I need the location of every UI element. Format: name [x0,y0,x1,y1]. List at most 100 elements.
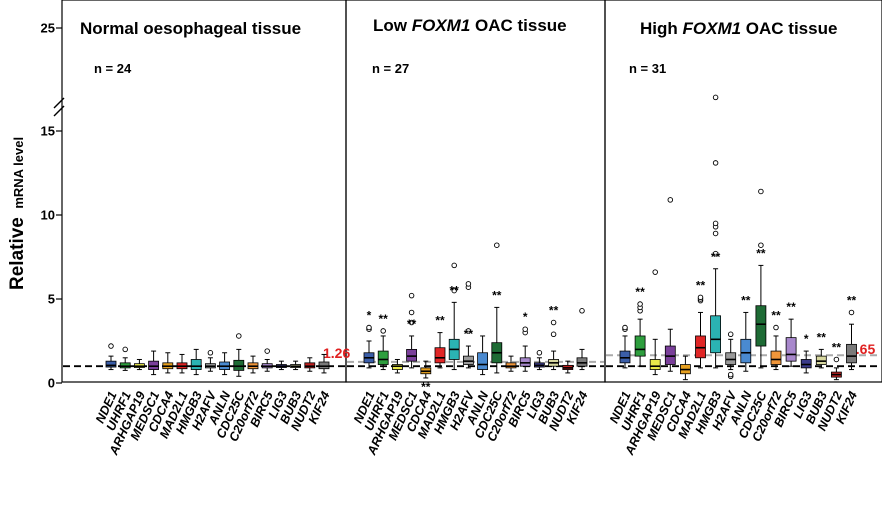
box-hmgb3: ** [448,262,460,371]
box-body [318,361,330,370]
box-body [434,347,446,364]
significance-label: ** [817,330,827,344]
significance-label: ** [696,278,706,292]
box-series: * ** ************* **** ************* ****** [105,94,857,394]
outlier-point [712,230,719,237]
outlier-point [697,294,704,301]
outlier-point [451,287,457,294]
box-body [462,355,474,365]
outlier-point [758,242,764,248]
y-tick-label: 5 [48,292,55,307]
box-kif24: ** [846,293,857,371]
outlier-point [264,348,270,354]
significance-label: ** [464,327,474,341]
box-cdca4 [162,352,174,374]
y-axis-label-main: Relative [7,217,28,290]
box-body [800,359,812,369]
outlier-point [712,220,719,227]
box-hmgb3: ** [710,94,721,369]
box-birc5 [261,348,273,372]
outlier-point [758,188,764,195]
box-body [785,337,797,362]
box-body [505,362,517,369]
box-body [477,352,489,370]
box-body [815,355,827,365]
y-axis-label: Relative mRNA level [7,137,28,290]
outlier-point [712,250,719,257]
box-body [634,335,646,357]
outlier-point [207,350,214,356]
box-kif24 [318,353,330,374]
box-uhrf1: ** [634,285,646,367]
box-body [740,338,752,364]
box-body [148,360,160,370]
significance-label: ** [549,304,559,318]
box-body [519,357,531,367]
panel-1-n: n = 24 [94,61,132,76]
outlier-point [712,94,719,101]
box-body [725,352,737,365]
box-bub3: ** [815,330,827,369]
mean-label-low: 1.26 [323,345,350,361]
outlier-point [108,343,114,349]
y-tick-label: 15 [41,124,55,139]
significance-label: ** [741,293,751,307]
box-birc5: * [519,310,531,372]
significance-label: ** [771,309,781,323]
gene-labels: NDE1UHRF1ARHGAP19MEDSC1CDCA4MAD2L1HMGB3H… [93,388,860,458]
outlier-point [536,350,543,356]
significance-label: ** [711,250,721,264]
box-cdc25c: ** [491,242,503,374]
box-uhrf1: ** [377,312,389,371]
outlier-point [122,346,128,353]
box-arhgap19 [391,358,403,374]
box-body [119,362,131,369]
box-nde1: * [363,309,375,369]
box-c20orf72 [505,355,517,372]
y-tick-label: 25 [41,21,55,36]
box-nde1 [619,324,631,369]
outlier-point [408,292,415,299]
box-lig3: * [800,332,812,374]
box-anln [219,352,231,376]
outlier-point [579,308,585,314]
box-nudt2: ** [831,340,842,381]
box-birc5: ** [785,300,797,367]
box-h2afv [204,350,216,372]
outlier-point [848,309,855,316]
panel-3-n: n = 31 [629,61,666,76]
box-body [576,357,588,367]
box-body [304,362,316,369]
outlier-point [550,331,557,338]
box-cdc25c: ** [755,188,767,369]
significance-label: ** [635,285,645,299]
box-arhgap19 [649,269,661,376]
panel-3-title: High FOXM1 OAC tissue [640,19,837,38]
outlier-point [465,281,472,287]
box-body [105,360,117,368]
box-lig3 [275,360,287,371]
box-body [391,364,403,370]
outlier-point [550,319,557,326]
significance-label: ** [786,300,796,314]
box-body [755,305,767,347]
box-bub3: ** [548,304,559,371]
box-h2afv [725,331,737,380]
box-c20orf72 [247,355,259,374]
box-body [770,350,782,365]
outlier-point [408,319,415,326]
outlier-point [637,301,643,307]
outlier-point [712,160,719,166]
significance-label: ** [421,380,431,394]
box-medsc1 [664,197,676,372]
outlier-point [522,326,528,332]
box-body [619,350,631,364]
box-body [664,345,676,365]
y-axis-ticks: 0 5 10 15 25 [41,21,62,391]
box-mad2l1: ** [434,314,446,369]
box-cdc25c [233,333,245,377]
outlier-point [380,328,386,334]
outlier-point [833,356,840,363]
outlier-point [773,324,779,331]
significance-label: ** [492,288,502,302]
